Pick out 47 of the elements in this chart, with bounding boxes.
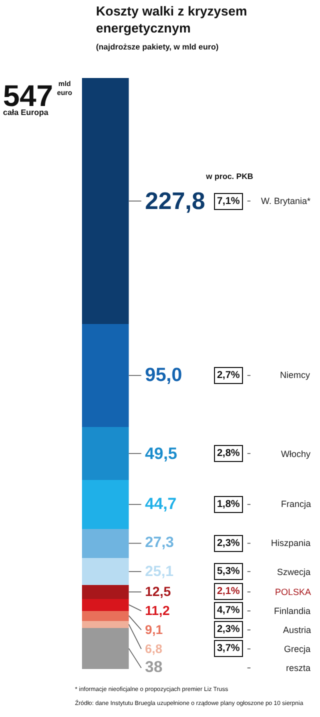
- text: Szwecja: [277, 567, 311, 577]
- text: W. Brytania*: [261, 196, 312, 206]
- text: POLSKA: [275, 587, 312, 597]
- text: 2,3%: [217, 538, 240, 549]
- text: Hiszpania: [271, 538, 311, 548]
- bar: [82, 611, 129, 621]
- data-label: 12,5: [145, 584, 172, 599]
- text: 2,1%: [217, 586, 240, 597]
- text: 2,3%: [217, 624, 240, 635]
- data-label: 44,7: [145, 495, 177, 513]
- data-label: 25,1: [145, 564, 174, 580]
- data-label: 227,8: [145, 188, 206, 215]
- bar: [82, 585, 129, 599]
- text: 2,8%: [217, 448, 240, 459]
- text: 2,7%: [217, 370, 240, 381]
- data-label: 27,3: [145, 535, 174, 551]
- bar: [82, 628, 129, 669]
- data-label: 6,8: [145, 642, 162, 656]
- bar: [82, 324, 129, 427]
- bar: [82, 529, 129, 558]
- text: 5,3%: [217, 566, 240, 577]
- text: 1,8%: [217, 499, 240, 510]
- bar: [82, 621, 129, 628]
- text: w proc. PKB: [205, 172, 254, 181]
- text: Niemcy: [280, 370, 310, 380]
- text: 4,7%: [217, 605, 240, 616]
- text: (najdroższe pakiety, w mld euro): [96, 42, 219, 52]
- text: Grecja: [284, 644, 311, 654]
- text: 7,1%: [217, 196, 240, 207]
- data-label: 9,1: [145, 622, 163, 637]
- text: Włochy: [281, 449, 312, 459]
- text: reszta: [286, 663, 311, 673]
- data-label: 95,0: [145, 365, 182, 386]
- bar: [82, 558, 129, 585]
- text: Francja: [281, 499, 312, 509]
- bar: [82, 599, 129, 611]
- data-label: 38: [145, 659, 163, 676]
- bar: [82, 480, 129, 529]
- text: Koszty walki z kryzysem energetycznym: [96, 4, 248, 36]
- bar: [82, 78, 129, 324]
- data-label: 49,5: [145, 444, 178, 463]
- text: cała Europa: [3, 108, 49, 117]
- bar: [82, 427, 129, 480]
- text: Finlandia: [274, 606, 311, 616]
- data-label: 11,2: [145, 603, 170, 618]
- text: Austria: [283, 625, 312, 635]
- text: 3,7%: [217, 643, 240, 654]
